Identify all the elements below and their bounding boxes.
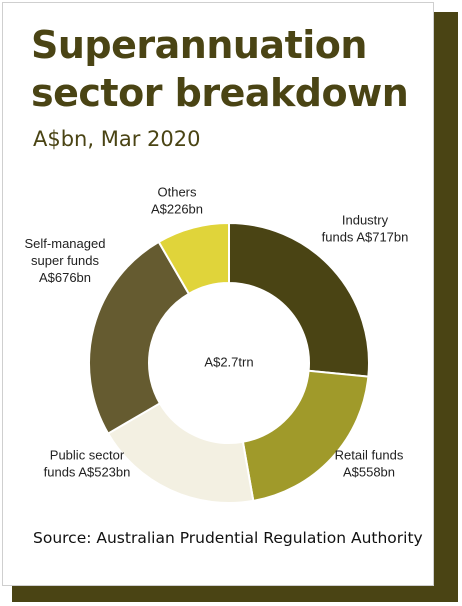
donut-slice-3 [88,240,191,435]
donut-slices [88,221,370,504]
slice-label-3: Self-managed super funds A$676bn [25,236,106,285]
slice-label-4-line-0: Others [157,185,197,200]
slice-label-0-line-1: funds A$717bn [322,230,409,245]
slice-label-1: Retail funds A$558bn [335,448,404,480]
donut-slice-0 [228,221,370,378]
slice-label-3-line-1: super funds [31,253,99,268]
chart-title-line-1: Superannuation [31,23,367,67]
slice-label-4-line-1: A$226bn [151,202,203,217]
source-note: Source: Australian Prudential Regulation… [33,529,423,547]
slice-label-0: Industry funds A$717bn [322,213,409,245]
chart-title: Superannuation sector breakdown [31,21,409,117]
slice-label-3-line-2: A$676bn [39,270,91,285]
slice-label-2-line-0: Public sector [50,448,125,463]
slice-labels: Industry funds A$717bn Retail funds A$558bn… [25,185,409,480]
infographic-card: Superannuation sector breakdown A$bn, Ma… [2,2,434,586]
chart-subtitle: A$bn, Mar 2020 [33,127,201,151]
slice-label-1-line-1: A$558bn [343,465,395,480]
slice-label-4: Others A$226bn [151,185,203,217]
slice-label-1-line-0: Retail funds [335,448,404,463]
donut-chart: A$2.7trn Industry funds A$717bn Retail fun… [25,185,409,504]
slice-label-3-line-0: Self-managed [25,236,106,251]
slice-label-2: Public sector funds A$523bn [44,448,131,480]
chart-title-line-2: sector breakdown [31,71,409,115]
center-total-label: A$2.7trn [204,354,253,369]
slice-label-2-line-1: funds A$523bn [44,465,131,480]
donut-slice-1 [241,369,370,503]
donut-slice-4 [157,221,230,296]
slice-label-0-line-0: Industry [342,213,389,228]
